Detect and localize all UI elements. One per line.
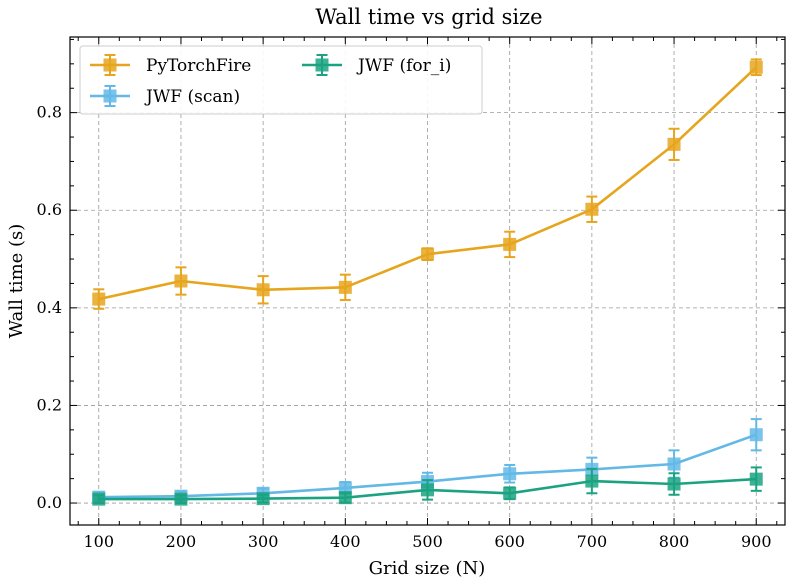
- y-tick-labels: 0.0 0.2 0.4 0.6 0.8: [37, 103, 62, 512]
- x-tick-label: 400: [330, 532, 361, 551]
- data-point-marker: [585, 202, 599, 216]
- legend-entry: JWF (for_i): [302, 54, 451, 76]
- data-point-marker: [503, 486, 517, 500]
- legend-label: JWF (for_i): [356, 56, 451, 76]
- data-point-marker: [421, 483, 434, 497]
- data-point-marker: [174, 492, 188, 506]
- series-layer: [92, 58, 763, 506]
- legend-marker: [103, 89, 117, 103]
- data-point-marker: [338, 481, 352, 495]
- data-point-marker: [421, 247, 434, 261]
- data-point-marker: [256, 492, 270, 506]
- x-tick-labels: 100 200 300 400 500 600 700 800 900: [83, 532, 771, 551]
- data-point-marker: [174, 274, 188, 288]
- legend-label: PyTorchFire: [146, 56, 251, 76]
- gridlines: [70, 37, 785, 525]
- y-tick-label: 0.2: [37, 395, 62, 414]
- legend-entry: JWF (scan): [90, 85, 240, 107]
- y-tick-label: 0.6: [37, 200, 62, 219]
- x-tick-label: 900: [741, 532, 772, 551]
- x-tick-label: 600: [494, 532, 525, 551]
- data-point-marker: [667, 477, 681, 491]
- chart-title: Wall time vs grid size: [315, 5, 542, 29]
- legend: PyTorchFire JWF (scan) JWF (for_i): [79, 45, 483, 115]
- data-point-marker: [338, 491, 352, 505]
- x-tick-label: 800: [659, 532, 690, 551]
- legend-label: JWF (scan): [144, 87, 240, 107]
- legend-entry: PyTorchFire: [90, 54, 251, 76]
- x-tick-label: 500: [412, 532, 443, 551]
- data-point-marker: [256, 283, 270, 297]
- data-point-marker: [338, 280, 352, 294]
- axis-ticks: [70, 37, 785, 525]
- data-point-marker: [503, 467, 517, 481]
- x-tick-label: 300: [248, 532, 279, 551]
- series-pytorchfire: [92, 58, 763, 310]
- x-tick-label: 200: [166, 532, 197, 551]
- data-point-marker: [749, 60, 763, 74]
- x-tick-label: 700: [577, 532, 608, 551]
- data-point-marker: [92, 292, 106, 306]
- data-point-marker: [749, 428, 763, 442]
- data-point-marker: [503, 237, 517, 251]
- y-tick-label: 0.4: [37, 298, 62, 317]
- series-jwf-for-i: [92, 466, 763, 506]
- data-point-marker: [667, 457, 681, 471]
- data-point-marker: [749, 472, 763, 486]
- data-point-marker: [667, 137, 681, 151]
- y-axis-label: Wall time (s): [6, 224, 27, 339]
- data-point-marker: [585, 474, 599, 488]
- legend-marker: [315, 58, 329, 72]
- legend-marker: [103, 58, 117, 72]
- data-point-marker: [92, 492, 106, 506]
- legend-box: [79, 45, 483, 115]
- x-axis-label: Grid size (N): [369, 558, 486, 579]
- y-tick-label: 0.8: [37, 103, 62, 122]
- y-tick-label: 0.0: [37, 493, 62, 512]
- x-tick-label: 100: [83, 532, 114, 551]
